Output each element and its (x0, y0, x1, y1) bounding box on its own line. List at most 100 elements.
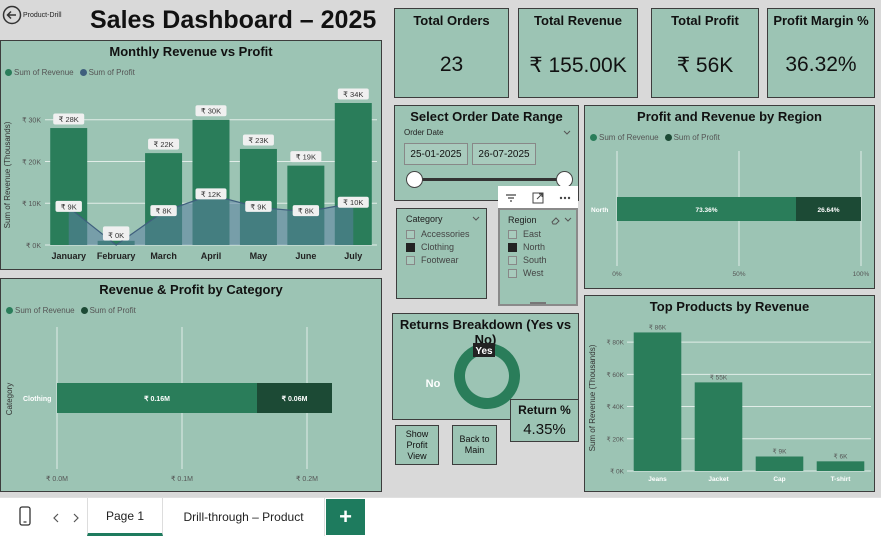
add-page-button[interactable]: + (326, 499, 365, 535)
x-tick-label: 100% (853, 271, 870, 278)
profit-data-label: ₹ 12K (201, 190, 221, 199)
category-option-clothing[interactable]: Clothing (406, 242, 454, 252)
revenue-data-label: ₹ 19K (296, 153, 316, 162)
checkbox[interactable] (508, 268, 517, 278)
tab-label: Drill-through – Product (183, 510, 304, 524)
region-option-south[interactable]: South (508, 255, 547, 265)
x-tick-label: ₹ 0.1M (171, 475, 193, 483)
filter-icon[interactable] (504, 191, 518, 205)
kpi-label: Profit Margin % (773, 13, 869, 28)
y-tick-label: ₹ 10K (22, 200, 41, 208)
more-options-icon[interactable] (558, 191, 572, 205)
revenue-data-label-bg (337, 88, 369, 100)
y-tick-label: ₹ 20K (22, 158, 41, 166)
y-tick-label: ₹ 20K (606, 435, 624, 443)
products-chart-title: Top Products by Revenue (649, 299, 810, 314)
back-arrow-icon (2, 5, 22, 25)
profit-data-label: ₹ 8K (156, 207, 172, 216)
revenue-data-label: ₹ 30K (201, 107, 221, 116)
revenue-data-label: ₹ 34K (343, 90, 363, 99)
region-chart-panel[interactable]: Profit and Revenue by Region Sum of Reve… (584, 105, 875, 289)
checkbox[interactable] (406, 242, 415, 252)
prev-page-icon[interactable] (51, 512, 61, 524)
kpi-value: 36.32% (785, 53, 857, 76)
legend-revenue: Sum of Revenue (5, 68, 74, 77)
category-slicer[interactable]: Category Accessories Clothing Footwear (396, 208, 487, 299)
category-chart-title: Revenue & Profit by Category (99, 282, 283, 297)
revenue-bar (755, 456, 804, 471)
checkbox[interactable] (508, 229, 517, 239)
return-pct-label: Return % (518, 403, 571, 417)
revenue-bar (617, 197, 796, 221)
region-option-west[interactable]: West (508, 268, 543, 278)
category-legend: Sum of Revenue Sum of Profit (6, 306, 136, 315)
chevron-down-icon[interactable] (562, 128, 572, 138)
revenue-bar (97, 240, 135, 245)
donut-slice-no (454, 343, 520, 409)
legend-profit: Sum of Profit (80, 306, 136, 315)
y-tick-label: ₹ 40K (606, 403, 624, 411)
region-slicer[interactable]: Region East North South West (498, 208, 578, 306)
date-slider-start-handle[interactable] (406, 171, 423, 188)
profit-bar (257, 383, 332, 413)
x-tick-label: 50% (732, 271, 745, 278)
profit-data-label-bg (55, 200, 82, 212)
tab-page-1[interactable]: Page 1 (87, 498, 163, 536)
kpi-value: ₹ 56K (676, 54, 734, 77)
category-chart-panel[interactable]: Revenue & Profit by Category Sum of Reve… (0, 278, 382, 492)
x-tick-label: July (344, 251, 362, 261)
x-tick-label: Cap (773, 476, 785, 483)
region-option-east[interactable]: East (508, 229, 541, 239)
x-tick-label: 0% (612, 271, 622, 278)
x-tick-label: Jeans (648, 476, 667, 483)
eraser-icon[interactable] (551, 215, 561, 225)
kpi-profit-margin: Profit Margin % 36.32% (767, 8, 875, 98)
profit-data-label-bg (150, 205, 177, 217)
checkbox[interactable] (508, 255, 517, 265)
show-profit-view-button[interactable]: Show Profit View (395, 425, 439, 465)
checkbox[interactable] (406, 255, 415, 265)
profit-area (68, 194, 354, 245)
next-page-icon[interactable] (71, 512, 81, 524)
y-tick-label: ₹ 30K (22, 117, 41, 125)
data-label: ₹ 55K (710, 373, 728, 381)
checkbox[interactable] (508, 242, 517, 252)
date-slider-track[interactable] (415, 178, 565, 181)
x-tick-label: February (97, 251, 136, 261)
category-y-axis-label: Category (5, 383, 14, 415)
profit-data-label: 26.64% (817, 207, 839, 214)
x-tick-label: March (150, 251, 177, 261)
monthly-chart-title: Monthly Revenue vs Profit (109, 44, 273, 59)
category-option-accessories[interactable]: Accessories (406, 229, 470, 239)
kpi-value: 23 (439, 53, 464, 76)
chevron-down-icon[interactable] (563, 215, 573, 225)
profit-data-label: ₹ 9K (61, 202, 77, 211)
donut-label-no: No (426, 378, 441, 390)
category-option-footwear[interactable]: Footwear (406, 255, 459, 265)
monthly-y-axis-label: Sum of Revenue (Thousands) (3, 121, 12, 228)
region-chart-title: Profit and Revenue by Region (637, 109, 822, 124)
checkbox[interactable] (406, 229, 415, 239)
revenue-data-label: ₹ 22K (153, 140, 173, 149)
back-button[interactable]: Product-Drill (2, 5, 62, 25)
resize-handle-bottom[interactable] (530, 302, 546, 304)
monthly-chart-panel[interactable]: Monthly Revenue vs Profit Sum of Revenue… (0, 40, 382, 270)
start-date-input[interactable]: 25-01-2025 (404, 143, 468, 165)
focus-mode-icon[interactable] (531, 191, 545, 205)
products-chart-panel[interactable]: Top Products by Revenue Sum of Revenue (… (584, 295, 875, 492)
kpi-label: Total Orders (413, 13, 490, 28)
chevron-down-icon[interactable] (471, 214, 481, 224)
report-canvas: Product-Drill Sales Dashboard – 2025 Tot… (0, 0, 881, 497)
mobile-layout-icon[interactable] (18, 506, 32, 526)
region-option-north[interactable]: North (508, 242, 545, 252)
kpi-label: Total Revenue (534, 13, 622, 28)
date-range-slicer[interactable]: Select Order Date Range Order Date 25-01… (394, 105, 579, 201)
kpi-total-revenue: Total Revenue ₹ 155.00K (518, 8, 638, 98)
y-tick-label: ₹ 60K (606, 371, 624, 379)
y-tick-label: North (591, 207, 608, 214)
tab-drill-through-product[interactable]: Drill-through – Product (163, 498, 325, 536)
end-date-input[interactable]: 26-07-2025 (472, 143, 536, 165)
profit-data-label-bg (292, 205, 320, 217)
back-to-main-button[interactable]: Back to Main (452, 425, 497, 465)
donut-label-yes: Yes (475, 346, 493, 357)
